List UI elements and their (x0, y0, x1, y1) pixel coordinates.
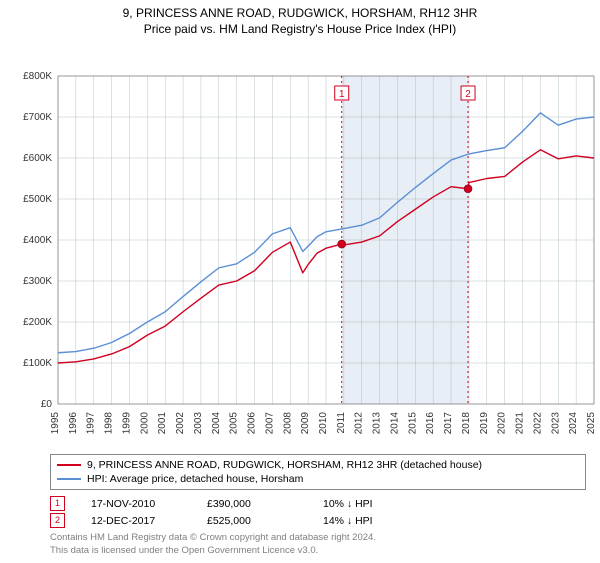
legend-label: 9, PRINCESS ANNE ROAD, RUDGWICK, HORSHAM… (87, 458, 482, 472)
tx-marker-box: 2 (50, 513, 65, 528)
x-tick-label: 2013 (372, 412, 383, 435)
x-tick-label: 1999 (121, 412, 132, 435)
x-tick-label: 2023 (550, 412, 561, 435)
x-tick-label: 2008 (282, 412, 293, 435)
x-tick-label: 2017 (443, 412, 454, 435)
tx-date: 17-NOV-2010 (91, 498, 181, 510)
legend-swatch (57, 478, 81, 480)
x-tick-label: 1997 (86, 412, 97, 435)
legend-row: HPI: Average price, detached house, Hors… (57, 472, 579, 486)
x-tick-label: 2016 (425, 412, 436, 435)
x-tick-label: 2014 (389, 412, 400, 435)
y-tick-label: £600K (23, 153, 52, 164)
y-tick-label: £400K (23, 235, 52, 246)
x-tick-label: 2018 (461, 412, 472, 435)
x-tick-label: 2000 (139, 412, 150, 435)
transaction-row: 1 17-NOV-2010 £390,000 10% ↓ HPI (50, 496, 586, 511)
legend-row: 9, PRINCESS ANNE ROAD, RUDGWICK, HORSHAM… (57, 458, 579, 472)
tx-price: £390,000 (207, 498, 297, 510)
x-tick-label: 2005 (229, 412, 240, 435)
x-tick-label: 1996 (68, 412, 79, 435)
y-tick-label: £300K (23, 276, 52, 287)
legend: 9, PRINCESS ANNE ROAD, RUDGWICK, HORSHAM… (50, 454, 586, 490)
title-main: 9, PRINCESS ANNE ROAD, RUDGWICK, HORSHAM… (6, 6, 594, 20)
y-tick-label: £100K (23, 358, 52, 369)
x-tick-label: 2024 (568, 412, 579, 435)
tx-date: 12-DEC-2017 (91, 515, 181, 527)
x-tick-label: 2006 (247, 412, 258, 435)
tx-pct: 10% ↓ HPI (323, 498, 413, 510)
legend-swatch (57, 464, 81, 466)
x-tick-label: 2025 (586, 412, 597, 435)
x-tick-label: 2010 (318, 412, 329, 435)
x-tick-label: 2021 (515, 412, 526, 435)
x-tick-label: 2015 (407, 412, 418, 435)
transaction-row: 2 12-DEC-2017 £525,000 14% ↓ HPI (50, 513, 586, 528)
x-tick-label: 2002 (175, 412, 186, 435)
y-tick-label: £800K (23, 71, 52, 82)
x-tick-label: 2011 (336, 412, 347, 434)
y-tick-label: £0 (41, 399, 53, 410)
tx-marker-dot (464, 185, 472, 193)
titles: 9, PRINCESS ANNE ROAD, RUDGWICK, HORSHAM… (6, 6, 594, 36)
x-tick-label: 2022 (532, 412, 543, 435)
chart: £0 £100K £200K £300K £400K £500K £600K £700K £80… (6, 36, 594, 450)
tx-marker-num: 1 (339, 89, 345, 100)
x-tick-label: 2019 (479, 412, 490, 435)
x-tick-label: 2012 (354, 412, 365, 435)
line-chart: £0 £100K £200K £300K £400K £500K £600K £700K £80… (6, 36, 600, 450)
legend-label: HPI: Average price, detached house, Hors… (87, 472, 303, 486)
x-tick-label: 2020 (497, 412, 508, 435)
x-tick-label: 2001 (157, 412, 168, 435)
title-sub: Price paid vs. HM Land Registry's House … (6, 22, 594, 36)
figure-container: 9, PRINCESS ANNE ROAD, RUDGWICK, HORSHAM… (0, 0, 600, 563)
x-tick-label: 2003 (193, 412, 204, 435)
x-tick-label: 1995 (50, 412, 61, 435)
attribution-line: This data is licensed under the Open Gov… (50, 545, 586, 557)
x-tick-label: 2007 (264, 412, 275, 435)
tx-pct: 14% ↓ HPI (323, 515, 413, 527)
attribution-line: Contains HM Land Registry data © Crown c… (50, 532, 586, 544)
y-tick-label: £200K (23, 317, 52, 328)
tx-marker-dot (338, 240, 346, 248)
transactions-table: 1 17-NOV-2010 £390,000 10% ↓ HPI 2 12-DEC-201… (50, 496, 586, 528)
attribution: Contains HM Land Registry data © Crown c… (50, 532, 586, 557)
tx-marker-num: 2 (465, 89, 471, 100)
tx-marker-box: 1 (50, 496, 65, 511)
tx-price: £525,000 (207, 515, 297, 527)
x-tick-label: 1998 (104, 412, 115, 435)
y-tick-label: £500K (23, 194, 52, 205)
y-tick-label: £700K (23, 112, 52, 123)
x-tick-label: 2004 (211, 412, 222, 435)
x-tick-label: 2009 (300, 412, 311, 435)
